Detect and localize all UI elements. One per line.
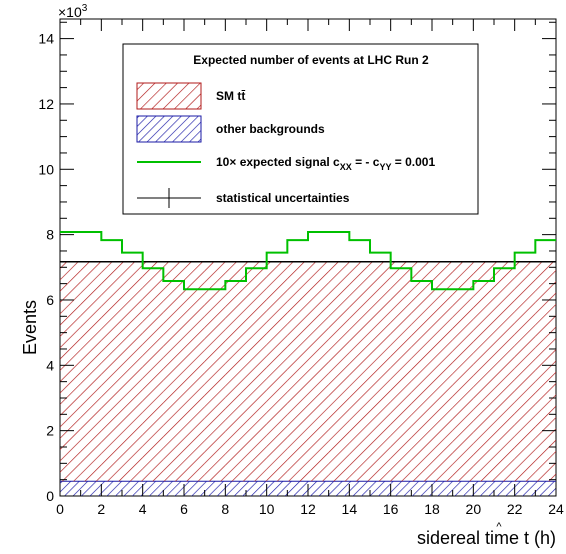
legend-title: Expected number of events at LHC Run 2 <box>193 53 429 67</box>
stack-bars <box>60 260 556 496</box>
y-tick-label: 2 <box>46 423 54 439</box>
bar-sm-ttbar <box>514 261 536 482</box>
x-tick-label: 4 <box>139 501 147 517</box>
legend-swatch-blue-hatch <box>136 115 202 143</box>
svg-text:sidereal time t(h): sidereal time t (h) <box>417 528 556 548</box>
x-tick-label: 14 <box>342 501 358 517</box>
bar-sm-ttbar <box>432 261 453 482</box>
x-tick-label: 10 <box>259 501 275 517</box>
signal-step-path <box>60 231 556 291</box>
bar-sm-ttbar <box>390 261 412 482</box>
bar-other-backgrounds <box>266 481 288 496</box>
bar-sm-ttbar <box>204 261 226 482</box>
bar-other-backgrounds <box>328 481 350 496</box>
legend-entry-sm-ttbar: SM tt̄ <box>136 82 245 110</box>
bar-sm-ttbar <box>266 261 288 482</box>
bar-sm-ttbar <box>142 261 164 482</box>
y-tick-label: 6 <box>46 292 54 308</box>
bar-other-backgrounds <box>184 481 205 496</box>
bar-other-backgrounds <box>370 481 391 496</box>
x-tick-label: 8 <box>221 501 229 517</box>
bar-sm-ttbar <box>349 261 370 482</box>
legend-label-other-backgrounds: other backgrounds <box>216 122 325 136</box>
bar-other-backgrounds <box>411 481 432 496</box>
x-tick-label: 0 <box>56 501 64 517</box>
legend-entry-signal: 10× expected signal cXX = - cYY = 0.001 <box>137 155 435 172</box>
y-axis-ticks: 0 2 4 6 8 10 12 14 <box>38 21 556 504</box>
legend-entry-stat-uncertainties: statistical uncertainties <box>137 188 350 208</box>
bar-other-backgrounds <box>122 481 143 496</box>
bar-sm-ttbar <box>494 261 515 482</box>
bar-other-backgrounds <box>308 481 329 496</box>
x-tick-label: 20 <box>466 501 482 517</box>
legend-entry-other-backgrounds: other backgrounds <box>136 115 325 143</box>
bar-sm-ttbar <box>184 261 205 482</box>
bar-other-backgrounds <box>101 481 122 496</box>
bar-sm-ttbar <box>122 261 143 482</box>
legend-label-stat-uncertainties: statistical uncertainties <box>216 191 350 205</box>
bar-other-backgrounds <box>163 481 184 496</box>
x-tick-label: 16 <box>383 501 399 517</box>
x-tick-label: 18 <box>424 501 440 517</box>
bar-sm-ttbar <box>473 261 494 482</box>
y-tick-label: 14 <box>38 31 54 47</box>
x-axis-ticks: 0 2 4 6 8 10 12 14 16 18 20 22 24 <box>56 19 564 517</box>
x-axis-title-unit: (h) <box>534 528 556 548</box>
x-tick-label: 6 <box>180 501 188 517</box>
bar-sm-ttbar <box>535 261 556 482</box>
y-tick-label: 8 <box>46 227 54 243</box>
x-tick-label: 12 <box>300 501 316 517</box>
bar-other-backgrounds <box>246 481 267 496</box>
signal-line <box>60 231 556 291</box>
bar-other-backgrounds <box>80 481 102 496</box>
bar-sm-ttbar <box>80 261 102 482</box>
x-axis-title: sidereal time t (h) ^ <box>417 521 556 548</box>
bar-sm-ttbar <box>60 261 81 482</box>
bar-sm-ttbar <box>411 261 432 482</box>
bar-other-backgrounds <box>473 481 494 496</box>
y-tick-label: 0 <box>46 488 54 504</box>
x-tick-label: 2 <box>97 501 105 517</box>
bar-other-backgrounds <box>452 481 474 496</box>
bar-other-backgrounds <box>60 481 81 496</box>
bar-other-backgrounds <box>390 481 412 496</box>
bar-sm-ttbar <box>246 261 267 482</box>
bar-sm-ttbar <box>452 261 474 482</box>
bar-other-backgrounds <box>287 481 308 496</box>
legend-label-sm-ttbar: SM tt̄ <box>216 89 245 103</box>
x-axis-title-main: sidereal time t <box>417 528 529 548</box>
hat-accent: ^ <box>496 521 502 533</box>
y-multiplier: ×103 <box>58 3 88 20</box>
y-axis-title: Events <box>20 300 40 355</box>
bar-sm-ttbar <box>163 261 184 482</box>
bar-other-backgrounds <box>142 481 164 496</box>
bar-other-backgrounds <box>432 481 453 496</box>
y-tick-label: 12 <box>38 96 54 112</box>
bar-other-backgrounds <box>494 481 515 496</box>
bar-sm-ttbar <box>287 261 308 482</box>
bar-other-backgrounds <box>514 481 536 496</box>
bar-sm-ttbar <box>328 261 350 482</box>
legend: Expected number of events at LHC Run 2 S… <box>122 43 479 215</box>
legend-swatch-red-hatch <box>136 82 202 110</box>
bar-other-backgrounds <box>535 481 556 496</box>
bar-other-backgrounds <box>225 481 246 496</box>
legend-label-signal: 10× expected signal cXX = - cYY = 0.001 <box>216 155 435 172</box>
y-tick-label: 4 <box>46 357 54 373</box>
bar-sm-ttbar <box>370 261 391 482</box>
bar-sm-ttbar <box>308 261 329 482</box>
bar-sm-ttbar <box>225 261 246 482</box>
bar-other-backgrounds <box>204 481 226 496</box>
x-tick-label: 24 <box>548 501 564 517</box>
x-tick-label: 22 <box>507 501 523 517</box>
bar-sm-ttbar <box>101 261 122 482</box>
bar-other-backgrounds <box>349 481 370 496</box>
y-tick-label: 10 <box>38 161 54 177</box>
